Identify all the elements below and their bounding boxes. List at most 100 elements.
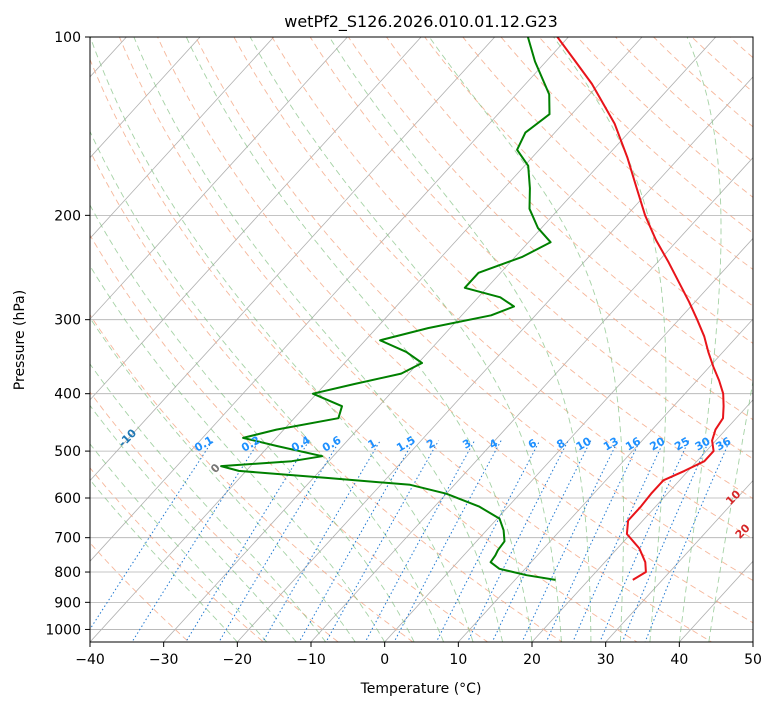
mixing-ratio-label: 2 xyxy=(424,437,437,452)
mixing-ratio-line xyxy=(435,440,541,642)
mixing-ratio-label: 16 xyxy=(623,434,643,453)
y-tick-label: 500 xyxy=(54,444,81,460)
isotherm-line xyxy=(90,37,496,482)
isotherm-line xyxy=(0,10,4,654)
plot-area: 0.10.20.40.611.52346810131620253036-100-… xyxy=(0,10,775,654)
dry-adiabat-line xyxy=(385,37,753,382)
x-tick-label: −30 xyxy=(149,652,179,668)
mixing-ratio-line xyxy=(572,440,665,642)
mixing-ratio-label: 3 xyxy=(460,437,473,452)
isotherm-line xyxy=(90,37,275,239)
moist-adiabat-line xyxy=(90,363,327,642)
y-tick-label: 700 xyxy=(54,531,81,547)
isotherm-line xyxy=(531,399,753,642)
plot-frame xyxy=(89,36,754,643)
x-tick-label: 20 xyxy=(523,652,541,668)
dry-adiabat-line xyxy=(233,37,753,540)
x-tick-label: 40 xyxy=(670,652,688,668)
mixing-ratio-label: 1 xyxy=(366,437,379,452)
mixing-ratio-line xyxy=(521,440,619,642)
x-tick-label: −20 xyxy=(223,652,253,668)
isotherm-lines xyxy=(0,10,753,654)
moist-adiabat-line xyxy=(90,443,268,642)
moist-adiabat-line xyxy=(678,37,722,642)
isotherm-line xyxy=(752,641,753,642)
dry-adiabat-line xyxy=(729,37,753,59)
isotherm-line xyxy=(90,37,348,320)
isotherm-line xyxy=(163,37,717,642)
moist-adiabat-line xyxy=(90,204,415,642)
dry-adiabat-line xyxy=(424,37,753,344)
dry-adiabat-line xyxy=(271,37,753,500)
mixing-ratio-line xyxy=(545,440,641,642)
mixing-ratio-line xyxy=(185,440,310,642)
isotherm-line xyxy=(384,237,753,642)
mixing-ratio-lines xyxy=(90,440,731,642)
dry-adiabat-line xyxy=(90,314,414,642)
dry-adiabat-line xyxy=(90,542,190,642)
y-axis-ticks: 100 200 300 400 500 600 700 800 900 1000 xyxy=(45,30,90,638)
x-tick-label: 30 xyxy=(597,652,615,668)
dry-adiabat-lines xyxy=(90,10,775,654)
mixing-ratio-label: 30 xyxy=(693,434,713,453)
moist-adiabat-line xyxy=(249,37,562,642)
mixing-ratio-line xyxy=(262,440,381,642)
mixing-ratio-label: 13 xyxy=(601,435,621,454)
moist-adiabat-label: 20 xyxy=(733,521,753,541)
dry-adiabat-line xyxy=(90,391,339,642)
moist-adiabat-label: 40 xyxy=(761,578,775,598)
dry-adiabat-line xyxy=(738,10,775,654)
moist-adiabat-label: 10 xyxy=(723,487,743,507)
moist-adiabat-line xyxy=(329,37,592,642)
y-tick-label: 600 xyxy=(54,491,81,507)
dry-adiabat-label: 0 xyxy=(208,461,223,476)
chart-title: wetPf2_S126.2026.010.01.12.G23 xyxy=(284,12,558,32)
y-tick-label: 200 xyxy=(54,208,81,224)
moist-adiabat-line xyxy=(90,265,386,642)
mixing-ratio-line xyxy=(298,440,415,642)
isotherm-line xyxy=(236,76,753,642)
moist-adiabat-line xyxy=(90,404,297,642)
dry-adiabat-line xyxy=(118,37,713,642)
mixing-ratio-line xyxy=(621,440,710,642)
dry-adiabat-line xyxy=(90,467,265,642)
mixing-ratio-line xyxy=(491,440,592,642)
x-tick-label: −10 xyxy=(296,652,326,668)
isotherm-line xyxy=(605,479,753,642)
y-tick-label: 900 xyxy=(54,595,81,611)
isotherm-line xyxy=(90,37,569,562)
moist-adiabat-line xyxy=(185,37,533,642)
mixing-ratio-line xyxy=(325,440,440,642)
mixing-ratio-line xyxy=(364,440,476,642)
y-tick-label: 100 xyxy=(54,30,81,46)
y-tick-label: 800 xyxy=(54,565,81,581)
moist-adiabat-line xyxy=(90,130,445,642)
mixing-ratio-line xyxy=(393,440,502,642)
dry-adiabat-line xyxy=(157,37,753,624)
mixing-ratio-line xyxy=(466,440,569,642)
dry-adiabat-line xyxy=(309,37,753,460)
mixing-ratio-label: 4 xyxy=(487,436,500,451)
y-axis-label: Pressure (hPa) xyxy=(12,290,28,390)
mixing-ratio-line xyxy=(644,440,731,642)
mixing-ratio-label: 25 xyxy=(672,435,692,454)
dewpoint-profile-line xyxy=(220,37,556,581)
moist-adiabat-lines xyxy=(90,37,753,642)
moist-adiabat-line xyxy=(90,317,356,642)
dry-adiabat-line xyxy=(90,149,564,642)
sounding-profiles xyxy=(220,37,725,581)
isotherm-line xyxy=(310,157,753,642)
moist-adiabat-line xyxy=(708,379,753,642)
mixing-ratio-line xyxy=(90,440,214,631)
x-tick-label: 10 xyxy=(449,652,467,668)
mixing-ratio-label: 10 xyxy=(574,434,594,453)
isobar-grid-lines xyxy=(90,37,753,630)
y-tick-label: 1000 xyxy=(45,622,81,638)
mixing-ratio-label: 36 xyxy=(713,434,733,453)
mixing-ratio-line xyxy=(599,440,690,642)
mixing-ratio-line xyxy=(218,440,341,642)
dry-adiabat-line xyxy=(691,37,753,93)
moist-adiabat-line xyxy=(90,479,238,642)
isotherm-line xyxy=(90,37,643,642)
y-tick-label: 300 xyxy=(54,313,81,329)
